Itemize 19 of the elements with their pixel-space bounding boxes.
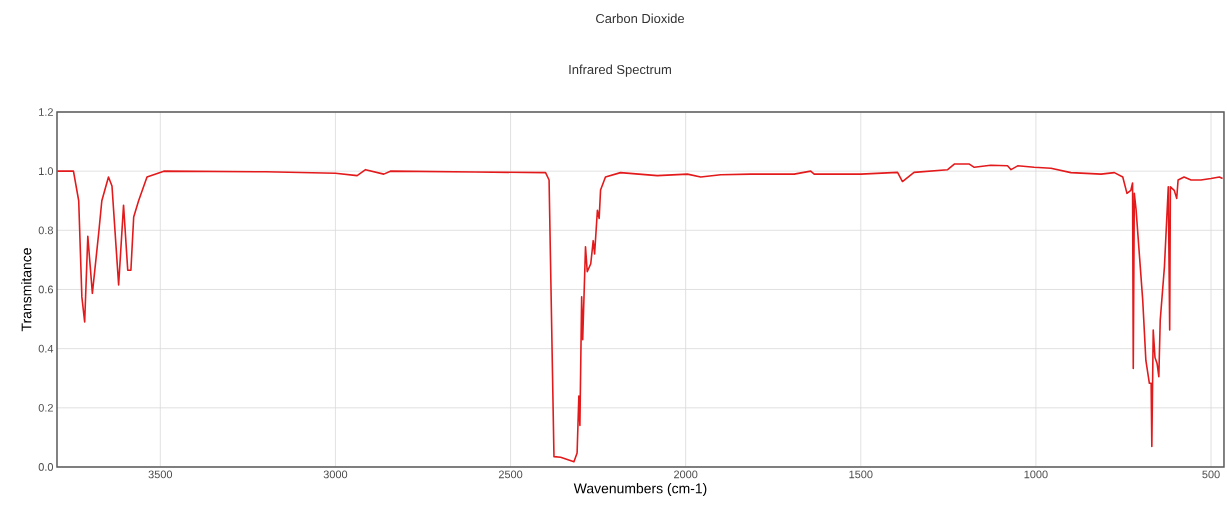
x-tick-label: 1500 xyxy=(849,470,873,479)
line-series xyxy=(57,163,1224,463)
y-tick-label: 1.0 xyxy=(39,167,54,176)
x-tick-label: 500 xyxy=(1202,470,1220,479)
x-tick-label: 3500 xyxy=(148,470,173,479)
x-tick-label: 2500 xyxy=(498,470,523,479)
y-tick-label: 1.2 xyxy=(39,108,53,116)
chart-subtitle: Infrared Spectrum xyxy=(569,64,671,77)
x-tick-label: 1000 xyxy=(1024,470,1048,479)
y-tick-label: 0.2 xyxy=(38,403,53,412)
x-tick-label: 2000 xyxy=(674,470,698,479)
x-axis-title: Wavenumbers (cm-1) xyxy=(573,483,707,497)
y-tick-label: 0.0 xyxy=(38,463,54,471)
chart-title: Carbon Dioxide xyxy=(596,13,685,24)
x-tick-label: 3000 xyxy=(323,470,348,479)
y-tick-label: 0.8 xyxy=(38,226,53,235)
y-tick-label: 0.4 xyxy=(38,344,54,353)
y-axis-title: Transmitance xyxy=(21,248,32,332)
y-tick-label: 0.6 xyxy=(38,285,53,294)
